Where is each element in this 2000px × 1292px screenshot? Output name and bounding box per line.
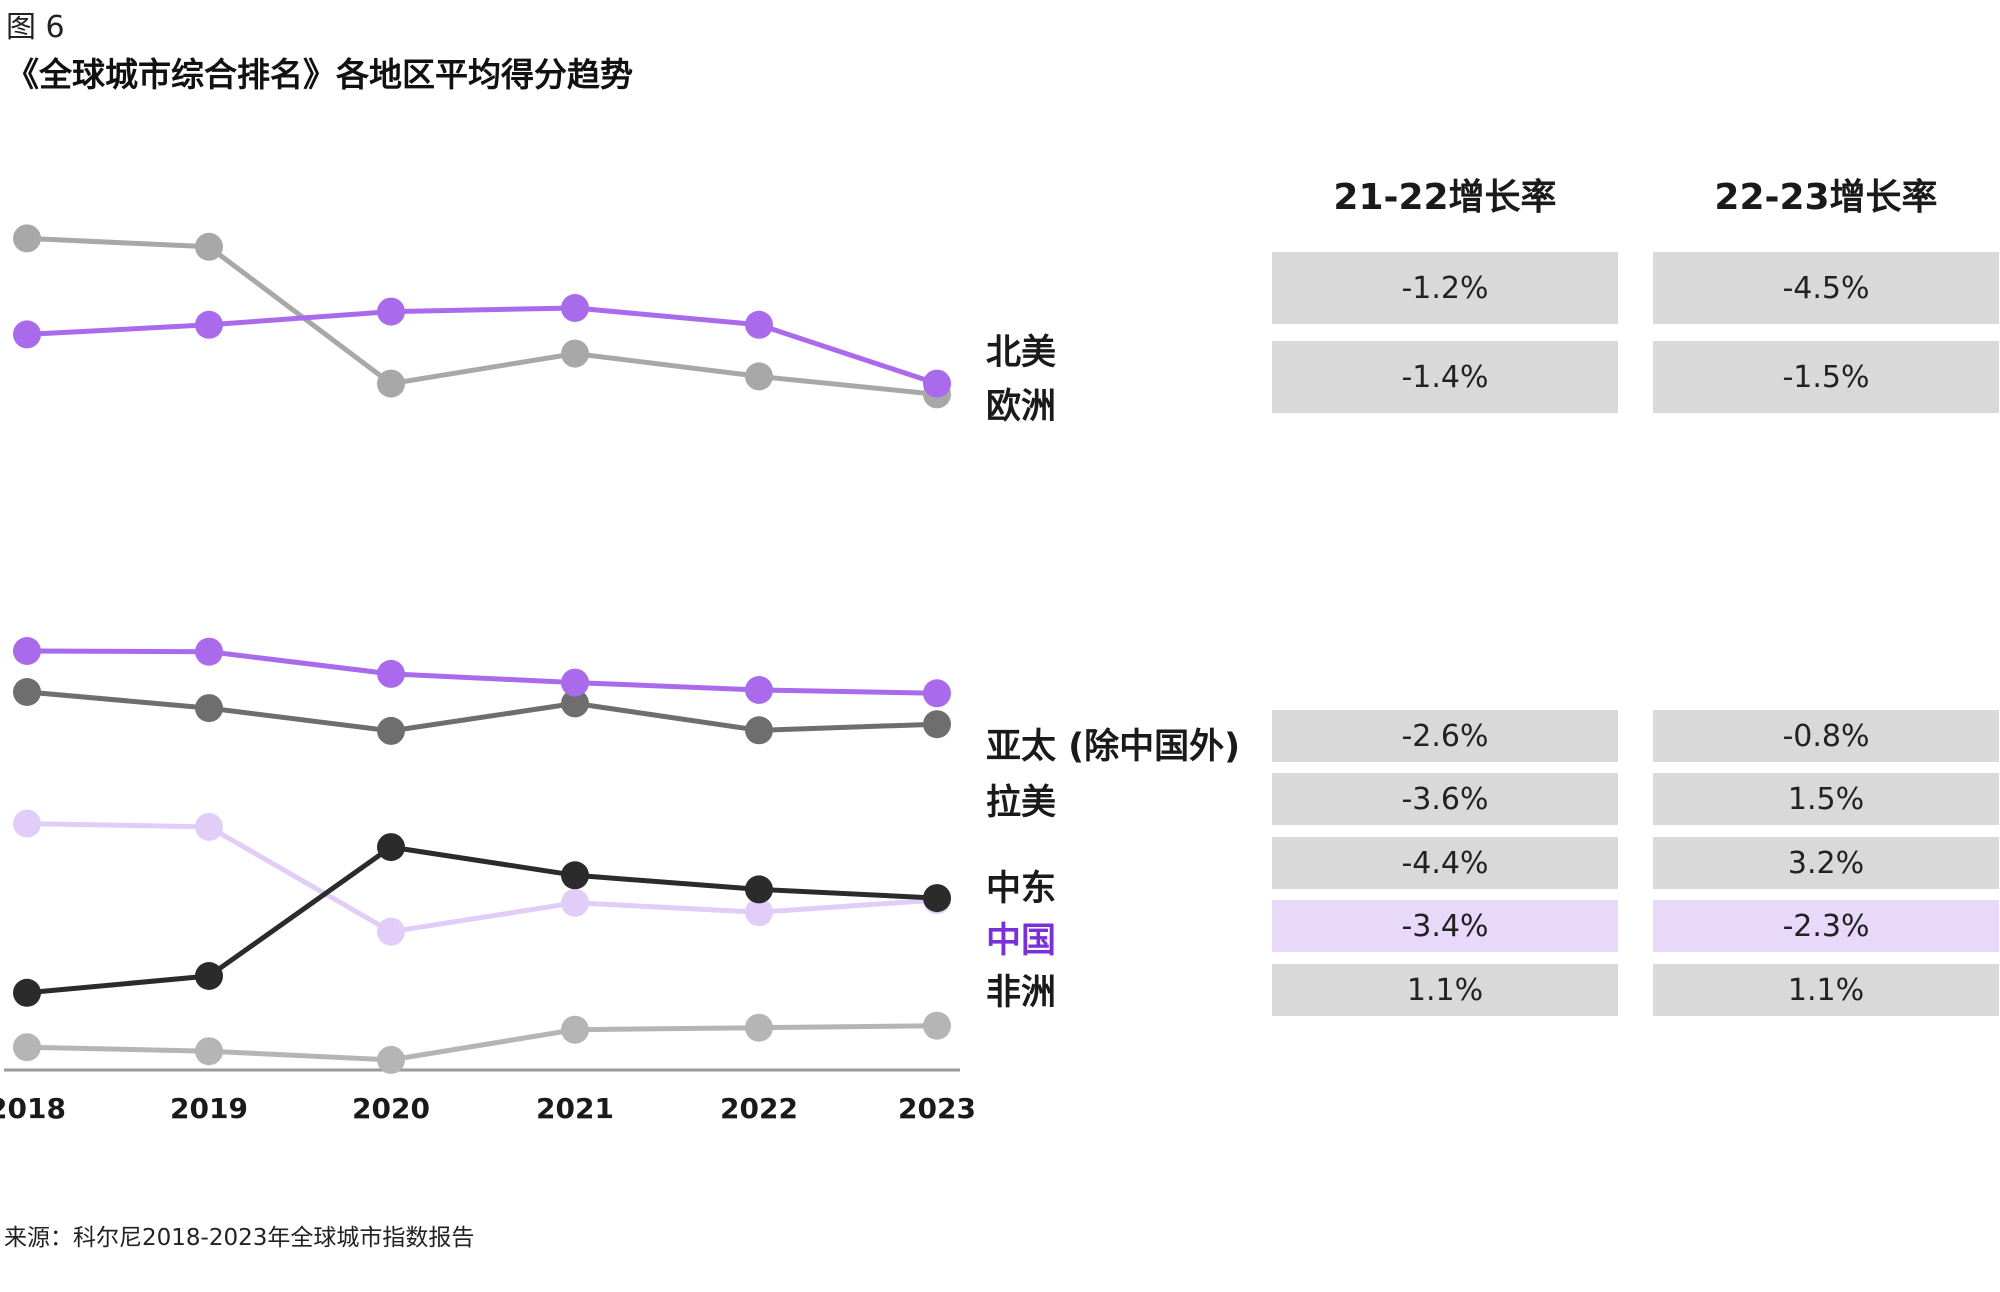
data-point-2021 <box>561 888 589 917</box>
data-point-2019 <box>195 637 223 666</box>
data-point-2021 <box>561 294 589 322</box>
cell-africa-21-22: 1.1% <box>1272 964 1618 1016</box>
series-1-2 <box>13 294 951 398</box>
data-point-2022 <box>745 362 773 391</box>
data-point-2022 <box>745 676 773 704</box>
cell-north-america-22-23: -4.5% <box>1653 252 1999 324</box>
data-point-2021 <box>561 339 589 368</box>
cell-asia-pacific-21-22: -2.6% <box>1272 710 1618 762</box>
series-2-2 <box>13 809 951 946</box>
data-point-2018 <box>13 1033 41 1062</box>
data-point-2020 <box>377 833 405 862</box>
cell-north-america-21-22: -1.2% <box>1272 252 1618 324</box>
data-point-2020 <box>377 1045 405 1074</box>
source-note: 来源：科尔尼2018-2023年全球城市指数报告 <box>4 1225 475 1251</box>
series-2-4 <box>13 637 951 708</box>
cell-europe-21-22: -1.4% <box>1272 341 1618 413</box>
series-line <box>26 689 938 734</box>
cell-middle-east-21-22: -4.4% <box>1272 837 1618 889</box>
data-point-2019 <box>195 812 223 841</box>
header-growth-22-23: 22-23增长率 <box>1714 177 1938 218</box>
header-growth-21-22: 21-22增长率 <box>1333 177 1557 218</box>
data-point-2023 <box>923 710 951 739</box>
data-point-2022 <box>745 898 773 927</box>
region-label-north-america: 北美 <box>986 333 1057 373</box>
cell-africa-22-23: 1.1% <box>1653 964 1999 1016</box>
region-label-china: 中国 <box>986 921 1057 961</box>
chart-title: 《全球城市综合排名》各地区平均得分趋势 <box>6 55 633 94</box>
data-point-2023 <box>923 679 951 708</box>
data-point-2019 <box>195 310 223 339</box>
x-tick-label-2020: 2020 <box>352 1092 430 1125</box>
region-label-europe: 欧洲 <box>986 387 1057 427</box>
series-line <box>26 305 938 386</box>
data-point-2020 <box>377 659 405 688</box>
data-point-2021 <box>561 689 589 718</box>
data-point-2022 <box>745 716 773 745</box>
series-2-3 <box>13 678 951 745</box>
data-point-2020 <box>377 297 405 326</box>
x-tick-label-2018: 2018 <box>0 1092 66 1125</box>
region-label-latin-america: 拉美 <box>986 783 1057 823</box>
data-point-2018 <box>13 978 41 1007</box>
data-point-2019 <box>195 232 223 261</box>
series-line <box>26 1023 938 1063</box>
data-point-2021 <box>561 668 589 697</box>
data-point-2018 <box>13 637 41 665</box>
data-point-2018 <box>13 678 41 706</box>
data-point-2020 <box>377 917 405 946</box>
series-line <box>26 844 938 996</box>
cell-asia-pacific-22-23: -0.8% <box>1653 710 1999 762</box>
series-1-1 <box>13 224 951 409</box>
x-tick-label-2022: 2022 <box>720 1092 798 1125</box>
data-point-2018 <box>13 320 41 349</box>
series-line <box>26 235 938 397</box>
data-point-2018 <box>13 224 41 253</box>
cell-latin-america-22-23: 1.5% <box>1653 773 1999 825</box>
series-line <box>26 821 938 935</box>
data-point-2019 <box>195 1037 223 1066</box>
cell-china-22-23: -2.3% <box>1653 900 1999 952</box>
data-point-2019 <box>195 694 223 723</box>
region-label-asia-pacific: 亚太 (除中国外) <box>986 727 1241 767</box>
data-point-2023 <box>923 1011 951 1040</box>
series-2-1 <box>13 1011 951 1074</box>
figure-label: 图 6 <box>6 10 65 45</box>
x-tick-label-2019: 2019 <box>170 1092 248 1125</box>
data-point-2023 <box>923 369 951 398</box>
x-tick-label-2021: 2021 <box>536 1092 614 1125</box>
x-tick-label-2023: 2023 <box>898 1092 976 1125</box>
region-label-africa: 非洲 <box>986 973 1057 1013</box>
data-point-2021 <box>561 1015 589 1044</box>
data-point-2019 <box>195 962 223 990</box>
series-2-5 <box>13 833 951 1007</box>
cell-china-21-22: -3.4% <box>1272 900 1618 952</box>
cell-latin-america-21-22: -3.6% <box>1272 773 1618 825</box>
data-point-2023 <box>923 884 951 913</box>
data-point-2022 <box>745 1013 773 1042</box>
data-point-2022 <box>745 310 773 339</box>
region-label-middle-east: 中东 <box>986 869 1057 909</box>
data-point-2020 <box>377 369 405 398</box>
data-point-2021 <box>561 861 589 890</box>
data-point-2020 <box>377 716 405 745</box>
cell-europe-22-23: -1.5% <box>1653 341 1999 413</box>
cell-middle-east-22-23: 3.2% <box>1653 837 1999 889</box>
data-point-2018 <box>13 809 41 838</box>
series-line <box>26 648 938 696</box>
data-point-2022 <box>745 875 773 904</box>
